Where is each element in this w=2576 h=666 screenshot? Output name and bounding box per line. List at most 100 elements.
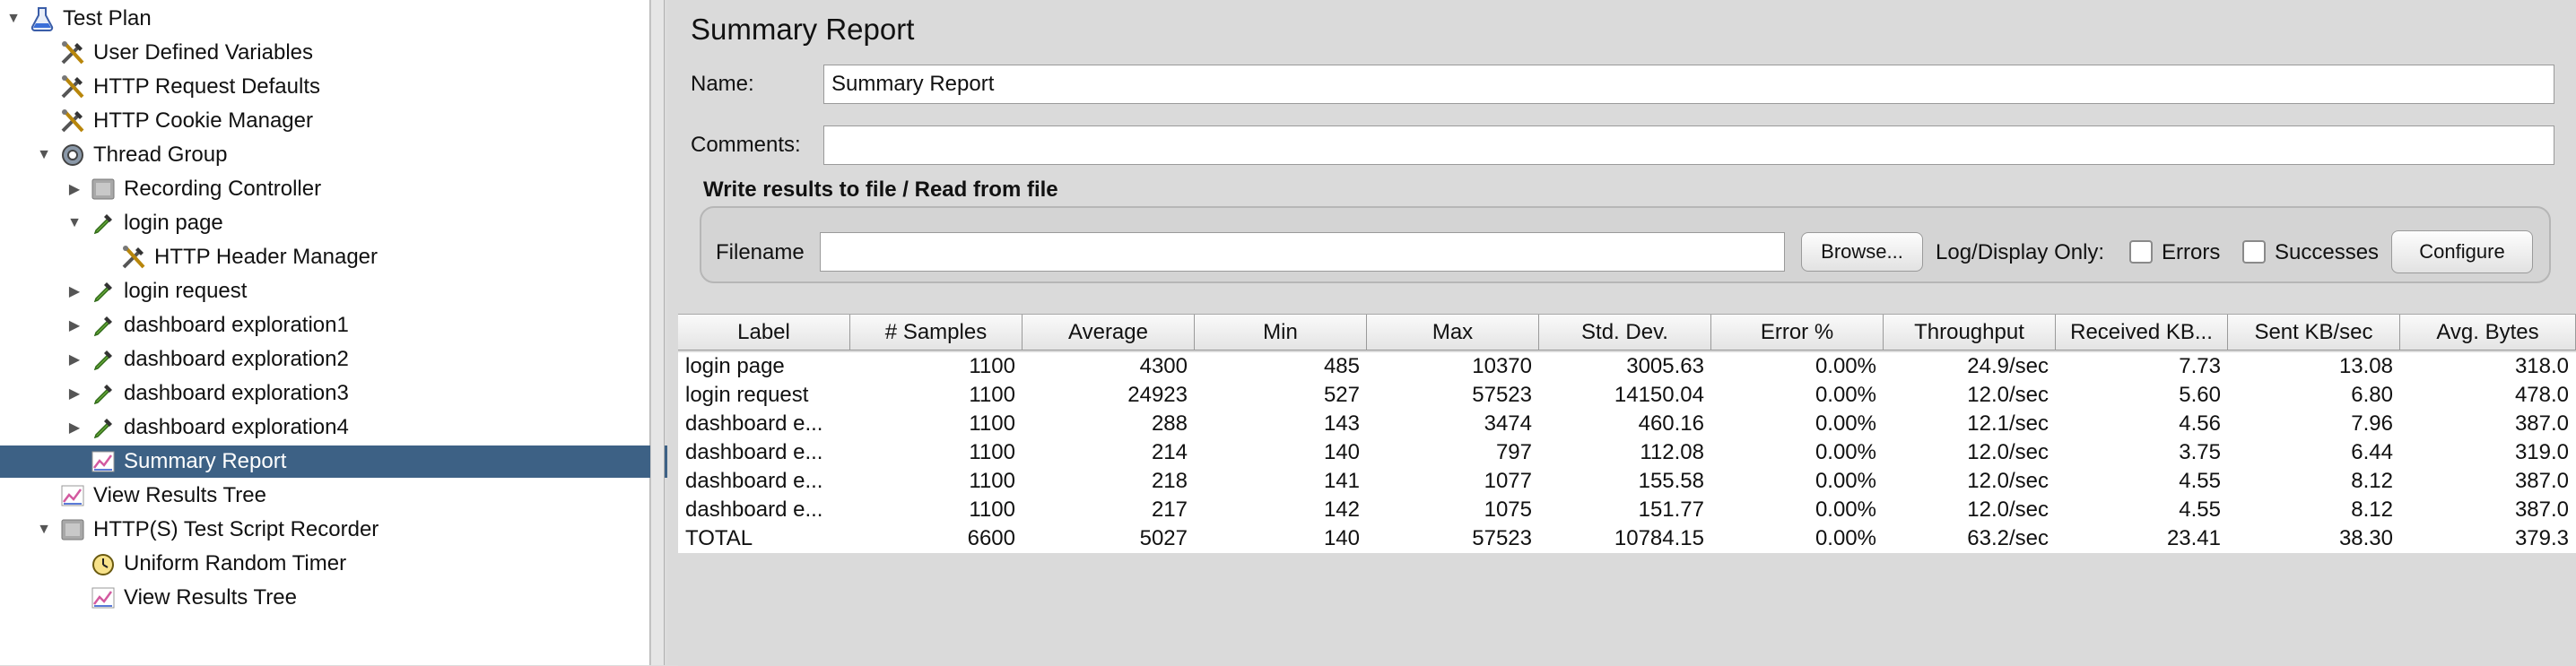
table-cell: dashboard e... xyxy=(685,497,823,522)
table-cell: 3474 xyxy=(1484,411,1532,436)
table-cell: 10370 xyxy=(1472,354,1532,378)
table-cell: 63.2/sec xyxy=(1967,526,2049,550)
expand-arrow-icon[interactable]: ▼ xyxy=(37,522,51,537)
table-cell: 0.00% xyxy=(1815,497,1876,522)
expand-arrow-icon[interactable]: ▼ xyxy=(37,147,51,162)
log-display-label: Log/Display Only: xyxy=(1936,240,2105,264)
tree-item-label: HTTP Request Defaults xyxy=(93,74,320,99)
table-row[interactable]: dashboard e... 1100 288 143 3474 460.16 0.00% 1… xyxy=(678,410,2576,438)
table-cell: 4.55 xyxy=(2179,497,2221,522)
table-cell: 142 xyxy=(1323,497,1360,522)
file-group-title: Write results to file / Read from file xyxy=(703,177,1058,202)
table-cell: 1075 xyxy=(1484,497,1532,522)
table-cell: 12.1/sec xyxy=(1967,411,2049,436)
table-cell: 7.96 xyxy=(2351,411,2393,436)
tree-item[interactable]: HTTP Header Manager xyxy=(0,241,746,273)
tree-item[interactable]: ▼ Test Plan xyxy=(0,3,655,35)
column-header[interactable]: Average xyxy=(1023,315,1195,350)
table-cell: 0.00% xyxy=(1815,383,1876,407)
table-row[interactable]: login request 1100 24923 527 57523 14150.04 0.… xyxy=(678,381,2576,410)
collapse-arrow-icon[interactable]: ▶ xyxy=(68,318,81,333)
table-cell: 3.75 xyxy=(2179,440,2221,464)
successes-label: Successes xyxy=(2275,240,2380,264)
table-cell: 1100 xyxy=(969,497,1015,522)
tree-item-label: Thread Group xyxy=(93,143,228,167)
column-header[interactable]: # Samples xyxy=(850,315,1023,350)
tree-item[interactable]: View Results Tree xyxy=(0,480,685,512)
pane-splitter[interactable] xyxy=(650,0,665,665)
table-cell: 151.77 xyxy=(1638,497,1704,522)
table-cell: 12.0/sec xyxy=(1967,440,2049,464)
tree-item[interactable]: ▶ dashboard exploration3 xyxy=(0,377,716,410)
table-cell: 1100 xyxy=(969,411,1015,436)
tree-item-label: HTTP Header Manager xyxy=(154,245,378,269)
errors-checkbox[interactable] xyxy=(2129,240,2153,264)
column-header[interactable]: Label xyxy=(678,315,850,350)
table-row[interactable]: dashboard e... 1100 218 141 1077 155.58 0.00% 1… xyxy=(678,467,2576,496)
table-cell: 387.0 xyxy=(2514,469,2569,493)
tree-item[interactable]: ▶ dashboard exploration1 xyxy=(0,309,716,342)
tree-item[interactable]: ▶ Recording Controller xyxy=(0,173,716,205)
timer-icon xyxy=(88,550,118,577)
collapse-arrow-icon[interactable]: ▶ xyxy=(68,284,81,299)
collapse-arrow-icon[interactable]: ▶ xyxy=(68,352,81,368)
tree-item[interactable]: ▼ login page xyxy=(0,207,716,239)
table-cell: TOTAL xyxy=(685,526,753,550)
table-header: Label # Samples Average Min Max Std. Dev. Erro… xyxy=(678,315,2576,350)
successes-checkbox[interactable] xyxy=(2242,240,2266,264)
collapse-arrow-icon[interactable]: ▶ xyxy=(68,386,81,402)
tree-item[interactable]: ▼ HTTP(S) Test Script Recorder xyxy=(0,514,685,546)
tree-item[interactable]: ▶ dashboard exploration4 xyxy=(0,411,716,444)
pipette-icon xyxy=(88,278,118,305)
collapse-arrow-icon[interactable]: ▶ xyxy=(68,182,81,197)
table-cell: 387.0 xyxy=(2514,411,2569,436)
table-row[interactable]: dashboard e... 1100 214 140 797 112.08 0.00% 12… xyxy=(678,438,2576,467)
table-cell: 12.0/sec xyxy=(1967,469,2049,493)
tree-item[interactable]: ▶ login request xyxy=(0,275,716,307)
tree-item-label: dashboard exploration2 xyxy=(124,347,349,371)
tree-item[interactable]: HTTP Cookie Manager xyxy=(0,105,685,137)
column-header[interactable]: Max xyxy=(1367,315,1539,350)
column-header[interactable]: Error % xyxy=(1711,315,1884,350)
column-header[interactable]: Min xyxy=(1195,315,1367,350)
table-cell: 460.16 xyxy=(1638,411,1704,436)
summary-report-panel: Summary Report Name: Summary Report Comm… xyxy=(667,0,2576,666)
tree-item[interactable]: User Defined Variables xyxy=(0,37,685,69)
test-plan-tree[interactable]: ▼ Test Plan User Defined Variables HTTP Req… xyxy=(0,0,716,665)
column-header[interactable]: Sent KB/sec xyxy=(2228,315,2400,350)
configure-button[interactable]: Configure xyxy=(2391,230,2533,273)
table-cell: 1077 xyxy=(1484,469,1532,493)
column-header[interactable]: Received KB... xyxy=(2056,315,2228,350)
table-cell: 485 xyxy=(1323,354,1360,378)
table-row[interactable]: TOTAL 6600 5027 140 57523 10784.15 0.00% 63.2/s… xyxy=(678,524,2576,553)
graph-icon xyxy=(88,584,118,611)
table-row[interactable]: dashboard e... 1100 217 142 1075 151.77 0.00% 1… xyxy=(678,496,2576,524)
table-cell: 38.30 xyxy=(2338,526,2393,550)
column-header[interactable]: Throughput xyxy=(1884,315,2056,350)
table-row[interactable]: login page 1100 4300 485 10370 3005.63 0.00% 24… xyxy=(678,352,2576,381)
table-cell: 4.55 xyxy=(2179,469,2221,493)
comments-field[interactable] xyxy=(823,125,2554,165)
table-cell: 218 xyxy=(1151,469,1188,493)
browse-button[interactable]: Browse... xyxy=(1801,232,1923,272)
column-header[interactable]: Std. Dev. xyxy=(1539,315,1711,350)
tree-item-label: View Results Tree xyxy=(124,585,297,610)
tree-item-label: HTTP(S) Test Script Recorder xyxy=(93,517,379,541)
tree-item[interactable]: View Results Tree xyxy=(0,582,716,614)
tree-item[interactable]: ▼ Thread Group xyxy=(0,139,685,171)
tree-item[interactable]: Summary Report xyxy=(0,445,716,478)
collapse-arrow-icon[interactable]: ▶ xyxy=(68,420,81,436)
table-cell: 12.0/sec xyxy=(1967,383,2049,407)
filename-label: Filename xyxy=(716,240,805,264)
table-cell: 379.3 xyxy=(2514,526,2569,550)
table-cell: 5.60 xyxy=(2179,383,2221,407)
comments-label: Comments: xyxy=(691,133,801,157)
filename-field[interactable] xyxy=(820,232,1785,272)
name-field[interactable]: Summary Report xyxy=(823,65,2554,104)
expand-arrow-icon[interactable]: ▼ xyxy=(6,11,21,26)
tree-item[interactable]: ▶ dashboard exploration2 xyxy=(0,343,716,376)
tree-item[interactable]: HTTP Request Defaults xyxy=(0,71,685,103)
tree-item[interactable]: Uniform Random Timer xyxy=(0,548,716,580)
column-header[interactable]: Avg. Bytes xyxy=(2400,315,2576,350)
expand-arrow-icon[interactable]: ▼ xyxy=(67,215,82,230)
